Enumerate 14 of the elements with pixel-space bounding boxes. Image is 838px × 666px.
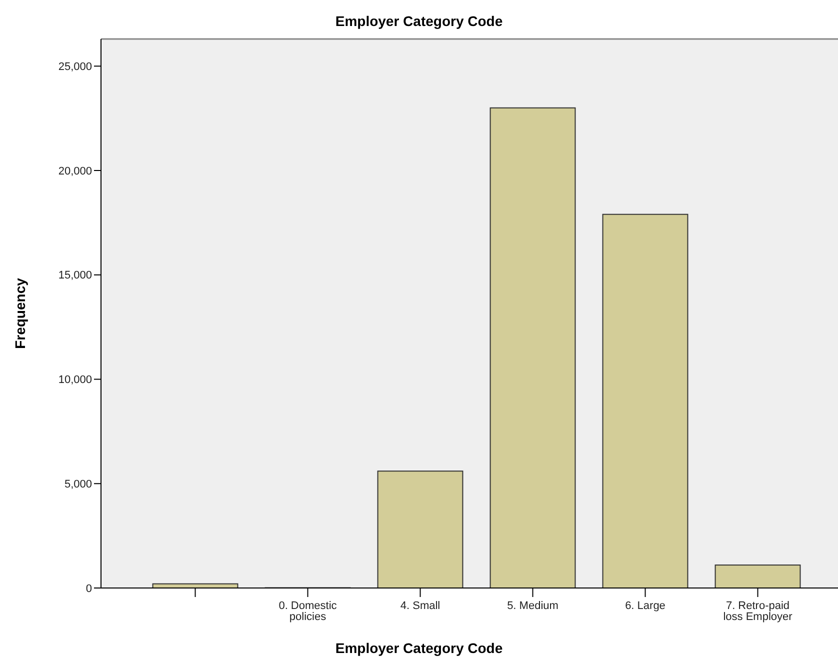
x-tick-label: 7. Retro-paid loss Employer bbox=[723, 600, 793, 623]
y-tick-label: 20,000 bbox=[58, 165, 92, 178]
y-axis-title: Frequency bbox=[12, 278, 28, 349]
y-tick-label: 15,000 bbox=[58, 270, 92, 282]
y-tick-label: 5,000 bbox=[64, 478, 92, 490]
x-tick-label: 4. Small bbox=[400, 600, 440, 612]
y-tick-label: 10,000 bbox=[58, 374, 92, 386]
x-axis-title: Employer Category Code bbox=[335, 640, 503, 656]
x-tick-label: 6. Large bbox=[625, 600, 666, 612]
y-tick-label: 0 bbox=[86, 582, 92, 595]
x-tick-label: 0. Domestic policies bbox=[278, 600, 338, 623]
y-tick-label: 25,000 bbox=[58, 60, 92, 73]
chart-title: Employer Category Code bbox=[335, 13, 503, 29]
x-tick-label: 5. Medium bbox=[507, 600, 558, 612]
